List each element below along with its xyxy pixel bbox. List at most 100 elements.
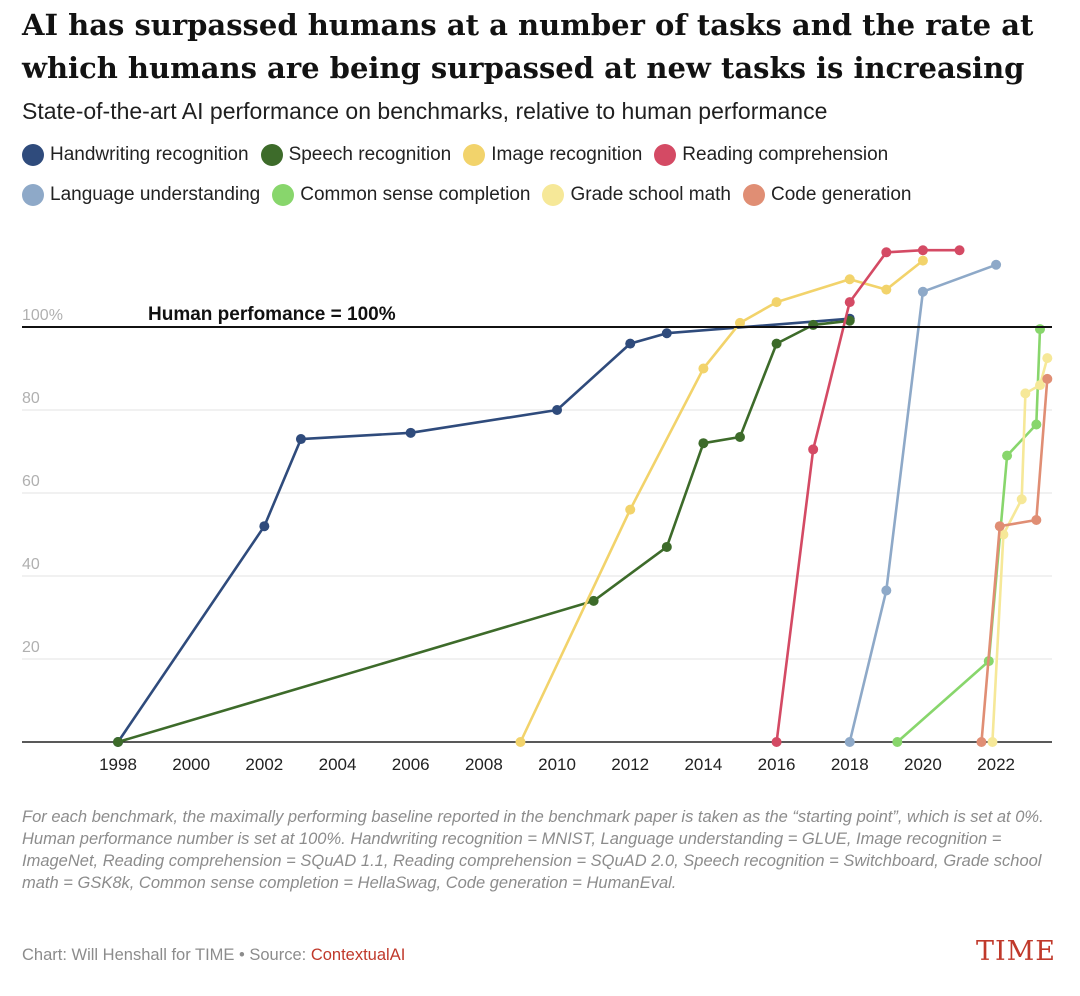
- source-link[interactable]: ContextualAI: [310, 946, 406, 964]
- data-point: [295, 434, 306, 445]
- x-tick-label: 2002: [245, 755, 283, 774]
- legend-item-language: Language understanding: [22, 184, 260, 206]
- x-tick-label: 2006: [392, 755, 430, 774]
- credit-line: Chart: Will Henshall for TIME • Source: …: [22, 946, 405, 965]
- series-line: [116, 319, 851, 744]
- data-point: [994, 521, 1005, 532]
- legend-swatch: [272, 184, 295, 206]
- data-point: [1035, 324, 1045, 335]
- data-point: [976, 737, 987, 747]
- legend-item-reading: Reading comprehension: [654, 144, 888, 166]
- legend-swatch: [463, 144, 486, 166]
- line-chart: 20 40 60 80 100% 1998 2000 2002 2004 2006 2008 2010…: [22, 245, 1053, 774]
- data-point: [1031, 419, 1042, 430]
- data-point: [881, 284, 892, 295]
- legend-label: Speech recognition: [288, 144, 452, 165]
- data-point: [625, 504, 636, 515]
- data-point: [1031, 514, 1042, 525]
- data-point: [892, 737, 903, 747]
- data-point: [259, 521, 270, 532]
- legend-row-1: Handwriting recognition Speech recogniti…: [22, 141, 1062, 169]
- data-point: [844, 737, 855, 747]
- legend-swatch: [260, 144, 283, 166]
- x-tick-label: 2020: [904, 755, 942, 774]
- data-point: [987, 737, 998, 747]
- data-point: [625, 338, 636, 349]
- data-point: [844, 297, 855, 308]
- data-point: [844, 274, 855, 285]
- data-point: [734, 317, 745, 328]
- x-tick-label: 2010: [538, 755, 576, 774]
- series-line: [775, 248, 961, 744]
- legend-label: Language understanding: [50, 184, 261, 205]
- chart-title: AI has surpassed humans at a number of t…: [22, 8, 1034, 85]
- x-tick-label: 2000: [172, 755, 210, 774]
- data-point: [771, 338, 782, 349]
- data-point: [1042, 373, 1053, 384]
- data-point: [552, 405, 563, 415]
- legend-swatch: [542, 184, 565, 206]
- legend-item-math: Grade school math: [542, 184, 731, 206]
- legend: Handwriting recognition Speech recogniti…: [22, 141, 1062, 221]
- data-point: [588, 595, 599, 606]
- series-line: [848, 263, 998, 744]
- legend-item-code: Code generation: [743, 184, 912, 206]
- time-logo: TIME: [975, 936, 1056, 967]
- footnote: For each benchmark, the maximally perfor…: [22, 808, 1044, 892]
- credit-text: Chart: Will Henshall for TIME • Source:: [22, 946, 311, 964]
- data-point: [1020, 388, 1031, 399]
- data-point: [1042, 353, 1053, 364]
- legend-label: Grade school math: [570, 184, 731, 205]
- data-point: [881, 247, 892, 258]
- data-point: [844, 315, 855, 326]
- x-tick-label: 2004: [319, 755, 357, 774]
- data-point: [917, 286, 928, 297]
- data-point: [661, 328, 672, 339]
- legend-swatch: [22, 144, 44, 166]
- series-line: [896, 327, 1042, 744]
- data-point: [698, 363, 709, 374]
- x-tick-label: 2012: [611, 755, 649, 774]
- legend-item-handwriting: Handwriting recognition: [22, 144, 249, 166]
- data-point: [998, 529, 1009, 540]
- legend-label: Code generation: [771, 184, 912, 205]
- legend-item-speech: Speech recognition: [260, 144, 452, 166]
- data-point: [1002, 450, 1013, 461]
- series-line: [980, 377, 1049, 744]
- data-point: [917, 255, 928, 266]
- y-tick-label: 60: [22, 473, 40, 490]
- reference-line-label: Human perfomance = 100%: [148, 304, 396, 325]
- legend-item-commonsense: Common sense completion: [272, 184, 530, 206]
- data-point: [771, 737, 782, 747]
- legend-label: Common sense completion: [300, 184, 531, 205]
- data-point: [661, 541, 672, 552]
- legend-row-2: Language understanding Common sense comp…: [22, 181, 1062, 209]
- data-point: [771, 297, 782, 308]
- legend-label: Handwriting recognition: [50, 144, 249, 165]
- legend-swatch: [654, 144, 677, 166]
- y-tick-label: 80: [22, 390, 40, 407]
- legend-label: Image recognition: [491, 144, 643, 165]
- y-tick-label: 20: [22, 639, 40, 656]
- data-point: [917, 245, 928, 256]
- series-line: [116, 317, 851, 744]
- data-point: [808, 444, 819, 455]
- data-point: [113, 737, 123, 747]
- data-point: [881, 585, 892, 596]
- x-tick-label: 2014: [684, 755, 722, 774]
- chart-subtitle: State-of-the-art AI performance on bench…: [22, 98, 828, 124]
- legend-swatch: [743, 184, 765, 206]
- x-tick-label: 2022: [977, 755, 1015, 774]
- series-line: [519, 259, 925, 744]
- data-point: [734, 431, 745, 442]
- legend-swatch: [22, 184, 44, 206]
- data-point: [991, 259, 1002, 270]
- data-point: [1016, 494, 1027, 505]
- x-tick-label: 2016: [758, 755, 796, 774]
- y-tick-label: 100%: [22, 307, 63, 324]
- x-tick-label: 1998: [99, 755, 137, 774]
- legend-item-image: Image recognition: [463, 144, 642, 166]
- y-tick-label: 40: [22, 556, 40, 573]
- data-point: [808, 319, 819, 330]
- legend-label: Reading comprehension: [682, 144, 889, 165]
